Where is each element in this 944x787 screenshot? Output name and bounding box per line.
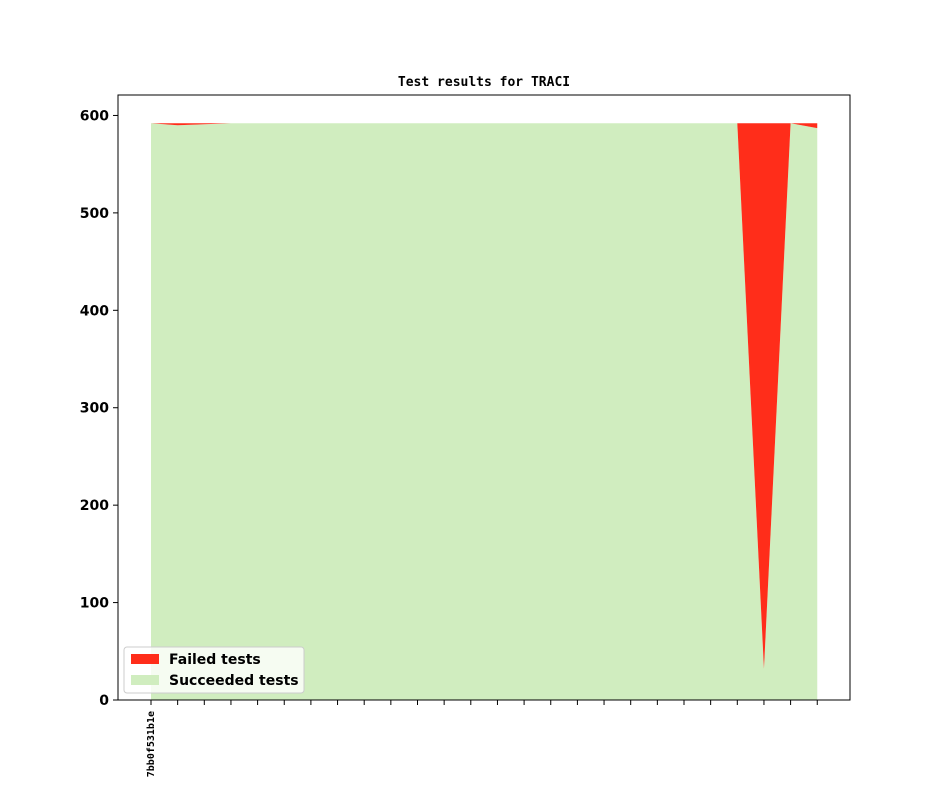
y-tick-label: 100: [80, 596, 109, 612]
legend-label: Succeeded tests: [169, 673, 299, 689]
legend-swatch: [131, 654, 159, 664]
y-axis: 0 100 200 300 400 500 600: [80, 108, 118, 709]
y-tick-label: 500: [80, 206, 109, 222]
chart-title: Test results for TRACI: [398, 75, 570, 90]
legend-box: [123, 646, 305, 694]
x-axis: 7bb0f531b1e: [146, 700, 818, 777]
area-failed-tests: [151, 123, 818, 669]
legend: Failed tests Succeeded tests: [123, 646, 305, 694]
y-tick-label: 400: [80, 303, 109, 319]
y-tick-label: 200: [80, 498, 109, 514]
area-succeeded-tests: [151, 123, 818, 700]
x-tick-label: 7bb0f531b1e: [146, 711, 157, 777]
plot-area: [151, 123, 818, 700]
legend-label: Failed tests: [169, 652, 261, 668]
y-tick-label: 600: [80, 108, 109, 124]
legend-swatch: [131, 675, 159, 685]
y-tick-label: 0: [99, 693, 109, 709]
plot-frame: [117, 94, 851, 701]
y-tick-label: 300: [80, 401, 109, 417]
